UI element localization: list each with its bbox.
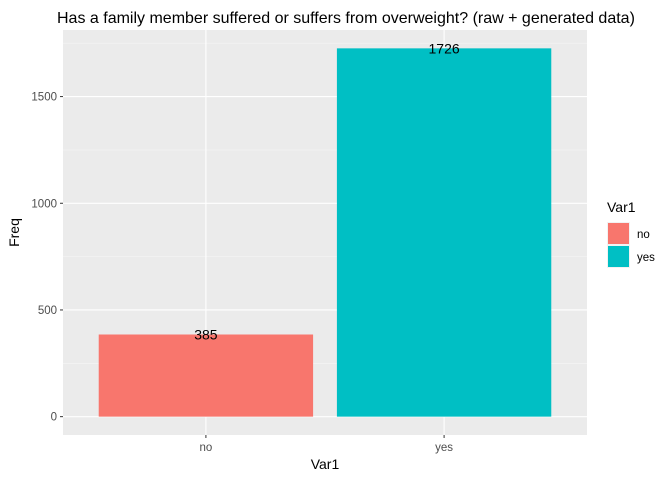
legend-label-no: no	[637, 229, 650, 241]
data-label-no: 385	[194, 326, 218, 342]
bar-no	[98, 334, 314, 417]
legend: Var1 no yes	[607, 199, 655, 268]
legend-title: Var1	[607, 199, 636, 215]
x-axis: no yes	[200, 435, 453, 454]
x-tick-label-no: no	[200, 442, 213, 454]
legend-swatch-no	[608, 223, 629, 244]
chart-title: Has a family member suffered or suffers …	[57, 10, 635, 27]
x-axis-title: Var1	[311, 456, 340, 472]
legend-items: no yes	[607, 222, 655, 268]
y-axis-title: Freq	[6, 218, 22, 247]
data-labels: 385 1726	[194, 40, 460, 342]
y-tick-label: 500	[38, 305, 57, 317]
y-tick-label: 1500	[31, 92, 57, 104]
y-axis: 0 500 1000 1500	[31, 92, 63, 424]
bar-yes	[336, 48, 552, 417]
y-tick-label: 0	[51, 412, 57, 424]
data-label-yes: 1726	[429, 40, 460, 56]
bars	[98, 48, 552, 417]
legend-swatch-yes	[608, 246, 629, 267]
y-tick-label: 1000	[31, 198, 57, 210]
legend-label-yes: yes	[637, 252, 655, 264]
x-tick-label-yes: yes	[435, 442, 453, 454]
